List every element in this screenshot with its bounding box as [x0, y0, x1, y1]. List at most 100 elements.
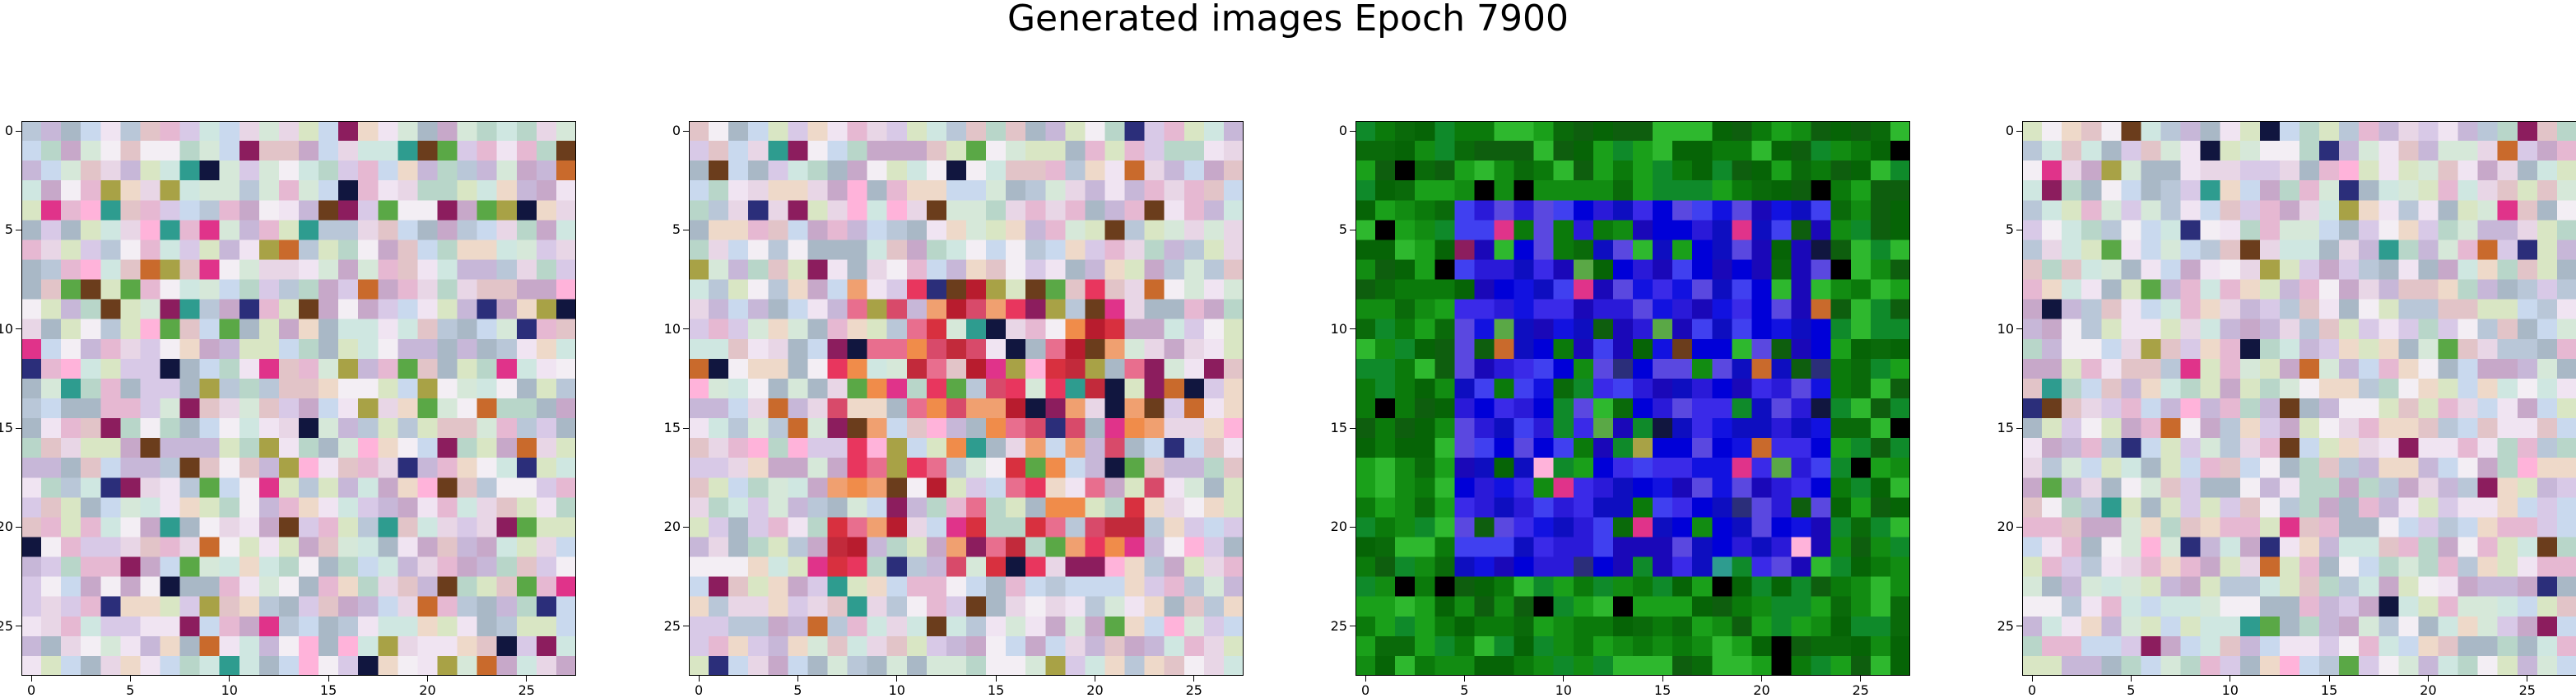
pixel [1791, 121, 1812, 142]
pixel [827, 477, 849, 498]
pixel [437, 537, 458, 558]
pixel [1830, 378, 1852, 399]
pixel [748, 279, 769, 300]
pixel [1006, 596, 1026, 617]
pixel [2062, 477, 2082, 498]
pixel [1494, 358, 1515, 379]
pixel [2239, 279, 2261, 300]
pixel [2141, 517, 2161, 537]
pixel [1692, 576, 1713, 598]
pixel [2200, 121, 2221, 142]
pixel [239, 517, 260, 537]
pixel [986, 180, 1007, 201]
pixel [2259, 279, 2281, 300]
pixel [886, 655, 908, 676]
pixel [417, 338, 438, 360]
pixel [2141, 655, 2161, 676]
pixel [1006, 180, 1026, 201]
pixel [748, 398, 769, 419]
pixel [319, 161, 339, 181]
pixel [1514, 220, 1535, 240]
pixel [966, 378, 987, 399]
pixel [1085, 655, 1105, 676]
pixel [338, 616, 359, 637]
pixel [1183, 576, 1205, 598]
pixel [827, 141, 849, 161]
pixel [986, 556, 1007, 578]
pixel [2359, 616, 2379, 637]
pixel [2359, 477, 2379, 498]
pixel [807, 537, 828, 558]
pixel [378, 655, 398, 676]
pixel [2101, 378, 2122, 399]
pixel [926, 279, 947, 300]
pixel [2457, 161, 2479, 181]
pixel [1164, 378, 1185, 399]
pixel [2556, 497, 2576, 518]
pixel [1850, 161, 1872, 181]
pixel [807, 358, 828, 379]
pixel [1612, 616, 1634, 637]
pixel [1025, 180, 1046, 201]
pixel [2180, 220, 2202, 240]
pixel [1085, 240, 1105, 260]
pixel [358, 358, 379, 379]
pixel [21, 517, 42, 537]
pixel [1494, 220, 1515, 240]
pixel [2339, 438, 2360, 458]
pixel [1355, 299, 1376, 320]
pixel [2141, 398, 2161, 419]
pixel [338, 537, 359, 558]
pixel [807, 220, 828, 240]
pixel [1593, 438, 1614, 458]
pixel [2279, 458, 2300, 478]
pixel [2457, 438, 2479, 458]
pixel [1732, 537, 1752, 558]
pixel [768, 180, 788, 201]
pixel [2477, 635, 2499, 657]
pixel [1203, 259, 1225, 281]
pixel [689, 596, 709, 617]
pixel [966, 418, 987, 439]
pixel [1085, 161, 1105, 181]
pixel [299, 358, 319, 379]
pixel [2536, 616, 2558, 637]
pixel [1573, 200, 1594, 221]
pixel [1494, 616, 1515, 637]
pixel [807, 655, 828, 676]
pixel [319, 596, 339, 617]
y-tick-label: 15 [663, 420, 681, 436]
pixel [199, 398, 221, 419]
pixel [1573, 358, 1594, 379]
pixel [2160, 438, 2182, 458]
pixel [709, 596, 729, 617]
pixel [1890, 477, 1910, 498]
pixel [827, 259, 849, 281]
pixel [1164, 438, 1185, 458]
pixel [986, 141, 1007, 161]
pixel [2319, 299, 2340, 320]
pixel [2497, 121, 2518, 142]
pixel [1870, 279, 1891, 300]
pixel [986, 240, 1007, 260]
pixel [179, 161, 201, 181]
pixel [2477, 616, 2499, 637]
pixel [278, 398, 300, 419]
pixel [1811, 655, 1832, 676]
pixel [1223, 537, 1244, 558]
pixel [946, 220, 967, 240]
pixel [1006, 398, 1026, 419]
pixel [1633, 576, 1653, 598]
pixel [536, 497, 557, 518]
pixel [2378, 180, 2399, 201]
pixel [946, 576, 967, 598]
pixel [867, 655, 888, 676]
pixel [2022, 338, 2043, 360]
pixel [41, 180, 62, 201]
pixel [946, 240, 967, 260]
pixel [1751, 517, 1772, 537]
pixel [2022, 299, 2043, 320]
pixel [1223, 358, 1244, 379]
pixel [378, 497, 398, 518]
pixel [847, 458, 868, 478]
